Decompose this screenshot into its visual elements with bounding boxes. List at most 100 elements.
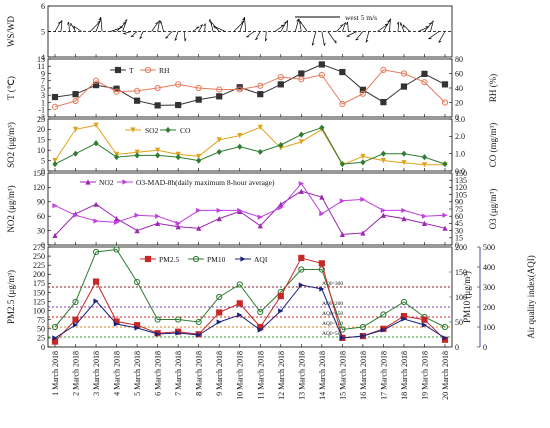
data-point (217, 149, 222, 155)
y-tick-label: 13 (37, 55, 45, 64)
data-point (442, 82, 447, 87)
axis-title: Air quality index(AQI) (526, 255, 536, 338)
wind-arrowhead (324, 43, 325, 46)
series-pm2-5 (52, 255, 447, 344)
y-tick-label: 250 (33, 252, 45, 261)
series-rh (52, 67, 447, 109)
wind-vector (55, 22, 61, 32)
series-line (55, 250, 445, 330)
axis-title: T (℃) (6, 76, 16, 100)
x-tick-label: 8 March 2018 (195, 351, 204, 396)
data-point (52, 94, 57, 99)
y-tick-label: 150 (33, 169, 45, 178)
wind-vector (184, 32, 185, 42)
data-point (237, 301, 242, 306)
x-tick-label: 10 March 2018 (236, 351, 245, 400)
series-pm10 (52, 247, 447, 332)
wind-vector (161, 21, 164, 32)
x-tick-label: 1 March 2018 (51, 351, 60, 396)
data-point (422, 71, 427, 76)
data-point (196, 97, 201, 102)
data-point (217, 310, 222, 315)
reference-line-label: AQI=300 (322, 281, 343, 287)
series-so2 (52, 123, 447, 168)
y-tick-label: 15 (37, 136, 45, 145)
data-point (381, 208, 386, 213)
wind-arrowhead (123, 34, 126, 35)
wind-vector (244, 17, 245, 31)
y2-tick-label: 20 (455, 98, 463, 107)
data-point (299, 255, 304, 260)
wind-vector (347, 32, 357, 37)
data-point (401, 84, 406, 89)
data-point (381, 151, 386, 157)
data-point (217, 216, 222, 221)
wind-vector (403, 25, 410, 32)
wind-vector (69, 22, 70, 32)
panel-frame (48, 119, 452, 171)
data-point (299, 181, 304, 186)
x-tick-label: 19 March 2018 (420, 351, 429, 400)
y2-tick-label: 200 (455, 243, 467, 252)
wind-vector (193, 27, 200, 32)
wind-vector (234, 21, 244, 31)
wind-vector (152, 22, 158, 31)
axis-title: NO2 (μg/m³) (6, 185, 16, 232)
legend-label: T (129, 66, 134, 75)
data-point (114, 154, 119, 160)
wind-vector (111, 27, 123, 31)
x-tick-label: 5 March 2018 (133, 351, 142, 396)
wind-vector (322, 32, 325, 46)
data-point (258, 149, 263, 155)
legend-label: NO2 (99, 178, 114, 187)
data-point (135, 228, 140, 233)
series-t (52, 62, 447, 108)
y-tick-label: 225 (33, 261, 45, 270)
data-point (73, 317, 78, 322)
data-point (401, 151, 406, 157)
wind-vector (429, 32, 439, 39)
data-point (319, 211, 324, 216)
data-point (422, 317, 427, 322)
axis-title: RH (%) (488, 74, 498, 102)
data-point (319, 261, 324, 266)
data-point (176, 102, 181, 107)
x-tick-label: 18 March 2018 (400, 351, 409, 400)
x-tick-label: 11 March 2018 (256, 351, 265, 400)
wind-arrowhead (209, 19, 210, 22)
data-point (93, 202, 98, 207)
wind-vector (165, 32, 172, 39)
y-tick-label: 75 (37, 316, 45, 325)
data-point (217, 208, 222, 213)
axis-title: CO (mg/m³) (488, 123, 498, 167)
wind-vector (356, 32, 363, 41)
y2-tick-label: 150 (455, 169, 467, 178)
series-o3-mad-8h-daily-maximum-8-hour-average- (52, 181, 447, 226)
x-tick-label: 6 March 2018 (154, 351, 163, 396)
panel-frame (48, 247, 452, 347)
y-tick-label: 275 (33, 243, 45, 252)
y-tick-label: 10 (37, 146, 45, 155)
wind-arrowhead (160, 21, 161, 24)
y-tick-label: 25 (37, 334, 45, 343)
data-point (299, 132, 304, 138)
data-point (155, 103, 160, 108)
data-point (155, 152, 160, 158)
y-tick-label: 30 (37, 226, 45, 235)
data-point (340, 198, 345, 203)
legend-label: west 5 m/s (345, 13, 377, 22)
legend-marker (240, 256, 245, 261)
data-point (135, 152, 140, 158)
y2-tick-label: 500 (483, 243, 495, 252)
x-tick-label: 14 March 2018 (318, 351, 327, 400)
data-point (422, 154, 427, 160)
reference-line-label: AQI=50 (322, 331, 341, 337)
y2-tick-label: 300 (483, 283, 495, 292)
y2-tick-label: 400 (483, 263, 495, 272)
wind-vector (101, 17, 102, 31)
y2-tick-label: 3.0 (455, 115, 465, 124)
data-point (73, 92, 78, 97)
axis-title: O3 (μg/m³) (488, 189, 498, 230)
wind-vector (328, 32, 336, 44)
